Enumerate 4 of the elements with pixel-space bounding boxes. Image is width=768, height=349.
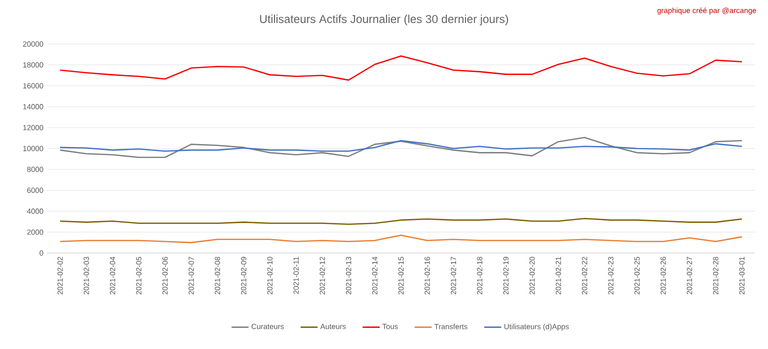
line-series: [59, 55, 743, 81]
line-series: [59, 140, 743, 152]
line-series: [59, 136, 743, 158]
chart-title: Utilisateurs Actifs Journalier (les 30 dernier jours): [260, 14, 508, 26]
